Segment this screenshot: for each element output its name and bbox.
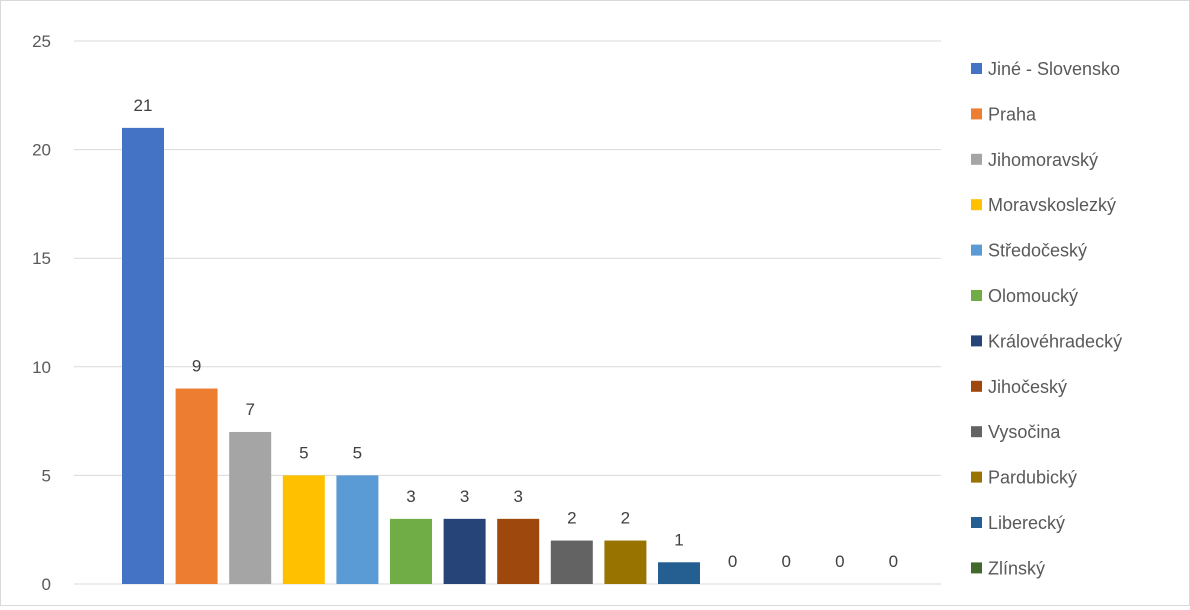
legend-item-zlinsky: Zlínský: [971, 558, 1045, 578]
y-tick-label: 10: [32, 358, 51, 377]
bar-vysocina: [550, 540, 593, 584]
data-label: 2: [567, 509, 576, 528]
legend-label: Pardubický: [988, 468, 1077, 488]
legend-swatch: [971, 335, 982, 347]
data-label: 3: [513, 487, 522, 506]
legend-swatch: [971, 63, 982, 74]
legend-label: Moravskoslezký: [988, 195, 1116, 215]
legend-swatch: [971, 380, 982, 392]
legend-item-jine-slovensko: Jiné - Slovensko: [971, 59, 1120, 79]
legend-item-jihomoravsky: Jihomoravský: [971, 150, 1098, 170]
data-label: 0: [835, 552, 844, 571]
y-tick-label: 5: [42, 466, 51, 485]
bar-jihocesky: [497, 518, 540, 584]
legend-swatch: [971, 471, 982, 483]
data-label: 0: [781, 552, 790, 571]
legend-swatch: [971, 153, 982, 165]
bar-liberecky: [658, 562, 700, 584]
bar-stredocesky: [336, 475, 379, 584]
legend-swatch: [971, 562, 982, 574]
legend-swatch: [971, 517, 982, 528]
legend: Jiné - Slovensko Praha Jihomoravský Moravsk…: [971, 59, 1122, 578]
legend-label: Liberecký: [988, 513, 1065, 533]
y-tick-label: 15: [32, 249, 51, 268]
legend-label: Středočeský: [988, 241, 1087, 261]
bar-olomoucky: [390, 518, 432, 584]
legend-item-vysocina: Vysočina: [971, 422, 1061, 442]
bar-jine-slovensko: [122, 127, 164, 584]
data-label: 1: [674, 530, 683, 549]
data-label: 0: [728, 552, 737, 571]
legend-label: Jihočeský: [988, 377, 1067, 397]
data-label: 3: [406, 487, 415, 506]
legend-label: Královéhradecký: [988, 331, 1122, 351]
y-tick-label: 25: [32, 32, 51, 51]
y-axis-ticks: 0 5 10 15 20 25: [32, 32, 51, 594]
legend-item-liberecky: Liberecký: [971, 513, 1065, 533]
bar-pardubicky: [604, 540, 647, 584]
data-label: 9: [192, 357, 201, 376]
legend-label: Jihomoravský: [988, 150, 1098, 170]
legend-item-jihocesky: Jihočeský: [971, 377, 1067, 397]
legend-label: Vysočina: [988, 422, 1061, 442]
data-label: 5: [299, 443, 308, 462]
legend-item-praha: Praha: [971, 104, 1037, 124]
legend-swatch: [971, 199, 982, 211]
bar-moravskoslezky: [282, 475, 325, 584]
data-label: 5: [353, 443, 362, 462]
data-label: 7: [245, 400, 254, 419]
legend-item-olomoucky: Olomoucký: [971, 286, 1078, 306]
legend-swatch: [971, 244, 982, 256]
data-label: 0: [889, 552, 898, 571]
legend-label: Jiné - Slovensko: [988, 59, 1120, 79]
data-label: 21: [134, 96, 153, 115]
legend-swatch: [971, 426, 982, 438]
data-label: 3: [460, 487, 469, 506]
legend-item-kralovehradecky: Královéhradecký: [971, 331, 1122, 351]
legend-swatch: [971, 108, 982, 120]
bar-kralovehradecky: [443, 518, 486, 584]
legend-item-stredocesky: Středočeský: [971, 241, 1087, 261]
y-tick-label: 0: [42, 575, 51, 594]
y-tick-label: 20: [32, 141, 51, 160]
legend-swatch: [971, 290, 982, 301]
bar-jihomoravsky: [229, 431, 272, 584]
gridlines: [74, 40, 941, 585]
legend-label: Olomoucký: [988, 286, 1078, 306]
data-label: 2: [621, 509, 630, 528]
legend-label: Praha: [988, 104, 1037, 124]
legend-label: Zlínský: [988, 558, 1045, 578]
legend-item-pardubicky: Pardubický: [971, 468, 1077, 488]
bar-praha: [175, 388, 218, 584]
legend-item-moravskoslezky: Moravskoslezký: [971, 195, 1116, 215]
bars: [122, 127, 700, 584]
